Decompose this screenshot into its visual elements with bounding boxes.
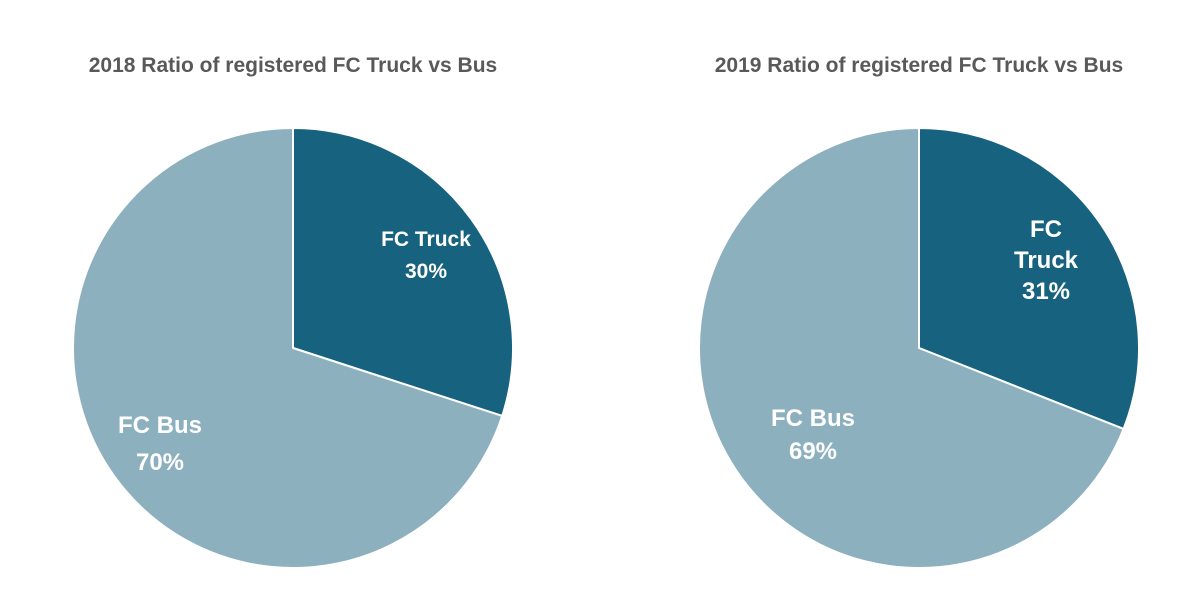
- pie-slice-fc-truck-2018: [292, 127, 514, 417]
- slice-percent: 31%: [1022, 278, 1070, 305]
- pie-slices-2018: [72, 127, 514, 569]
- slice-percent: 30%: [405, 260, 447, 283]
- pie-labels-2018: FC Truck 30% FC Bus 70%: [118, 228, 471, 476]
- pie-chart-2018: 2018 Ratio of registered FC Truck vs Bus…: [72, 54, 514, 569]
- pie-labels-2019: FC Truck 31% FC Bus 69%: [771, 216, 1079, 465]
- slice-name: Truck: [1014, 247, 1079, 274]
- slice-percent: 70%: [136, 449, 184, 476]
- data-label-fc-bus-2018: FC Bus 70%: [118, 412, 202, 476]
- pie-chart-2019: 2019 Ratio of registered FC Truck vs Bus…: [698, 54, 1140, 569]
- slice-percent: 69%: [789, 438, 837, 465]
- slice-name: FC Bus: [771, 405, 855, 432]
- slice-name: FC Bus: [118, 412, 202, 439]
- pie-slices-2019: [698, 127, 1140, 569]
- data-label-fc-truck-2018: FC Truck 30%: [381, 228, 471, 283]
- pie-slice-fc-bus-2018: [72, 127, 504, 569]
- chart-title-2018: 2018 Ratio of registered FC Truck vs Bus: [89, 54, 497, 77]
- slice-name: FC Truck: [381, 228, 471, 251]
- data-label-fc-truck-2019: FC Truck 31%: [1014, 216, 1079, 305]
- data-label-fc-bus-2019: FC Bus 69%: [771, 405, 855, 465]
- chart-title-2019: 2019 Ratio of registered FC Truck vs Bus: [715, 54, 1123, 77]
- slice-name: FC: [1030, 216, 1062, 243]
- pie-slice-fc-bus-2019: [698, 127, 1125, 569]
- pie-slice-fc-truck-2019: [918, 127, 1140, 430]
